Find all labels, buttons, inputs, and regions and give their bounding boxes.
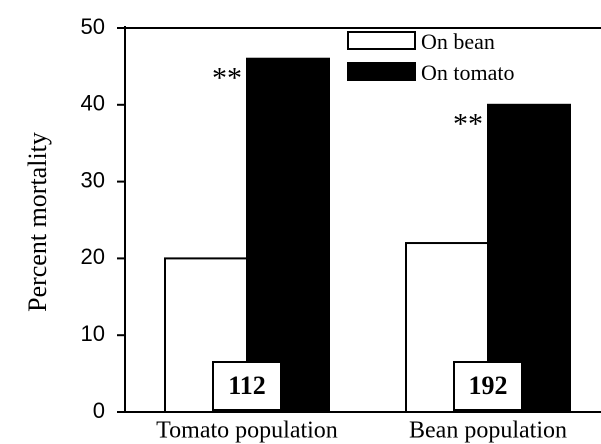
y-tick-label: 30 xyxy=(81,167,105,192)
legend-label: On tomato xyxy=(421,60,515,85)
x-tick-label: Bean population xyxy=(409,418,567,444)
sample-size-box xyxy=(453,361,523,411)
significance-label: ** xyxy=(212,62,242,95)
y-axis-label: Percent mortality xyxy=(23,132,52,312)
y-tick-label: 10 xyxy=(81,321,105,346)
sample-size-label: 192 xyxy=(469,371,508,400)
legend-swatch xyxy=(347,62,416,81)
bar xyxy=(246,57,330,413)
y-tick-label: 0 xyxy=(93,398,105,423)
y-tick-label: 50 xyxy=(81,14,105,39)
significance-label: ** xyxy=(453,108,483,141)
sample-size-label: 112 xyxy=(228,371,266,400)
sample-size-box xyxy=(212,361,282,411)
bar xyxy=(487,103,571,414)
x-tick-label: Tomato population xyxy=(156,418,338,444)
legend-label: On bean xyxy=(421,29,495,54)
y-tick-label: 20 xyxy=(81,244,105,269)
legend-swatch xyxy=(347,31,416,50)
y-tick-label: 40 xyxy=(81,91,105,116)
